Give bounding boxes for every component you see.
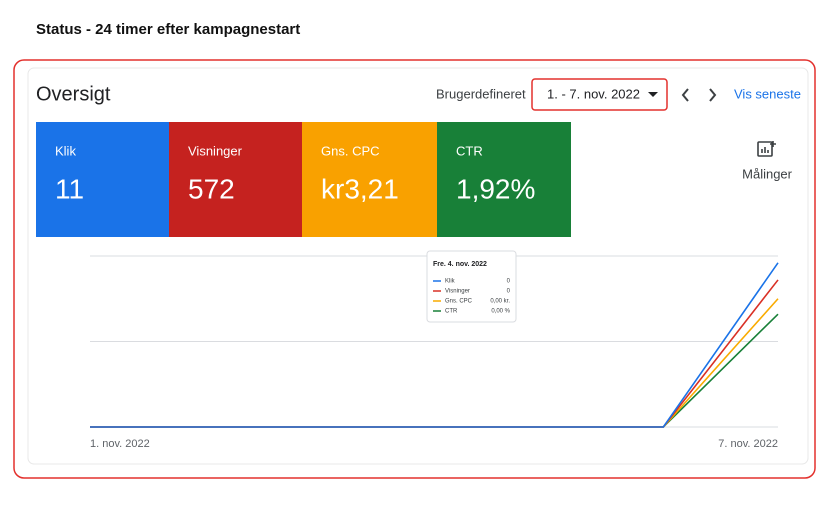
tooltip (426, 250, 517, 323)
metric-tile[interactable] (437, 122, 571, 237)
metric-tile[interactable] (302, 122, 437, 237)
metric-label: Klik (55, 143, 76, 158)
tooltip-value: 0,00 kr. (490, 299, 510, 305)
tooltip-name: CTR (445, 309, 458, 315)
dropdown-arrow (648, 92, 658, 97)
metric-label: Visninger (188, 143, 243, 158)
date-dropdown[interactable] (531, 78, 668, 111)
heading: Status - 24 timer efter kampagnestart (36, 21, 300, 38)
metric-value: 11 (55, 173, 84, 204)
x-tick-label: 7. nov. 2022 (718, 438, 778, 450)
metric-value: kr3,21 (321, 173, 399, 204)
tooltip-name: Gns. CPC (445, 299, 473, 305)
metric-value: 1,92% (456, 173, 535, 204)
tooltip-name: Visninger (445, 289, 470, 295)
range-label: Brugerdefineret (436, 86, 526, 101)
x-tick-label: 1. nov. 2022 (90, 438, 150, 450)
link[interactable]: Vis seneste (734, 86, 801, 101)
metrics-button-label[interactable]: Målinger (742, 166, 793, 181)
metric-label: Gns. CPC (321, 143, 380, 158)
panel-title: Oversigt (36, 83, 111, 105)
next-button[interactable] (709, 88, 717, 102)
metric-tile[interactable] (169, 122, 302, 237)
series-line (90, 262, 779, 428)
metric-label: CTR (456, 143, 483, 158)
tooltip-value: 0 (507, 289, 511, 295)
tooltip-title: Fre. 4. nov. 2022 (433, 261, 487, 268)
prev-button[interactable] (681, 88, 689, 102)
tooltip-value: 0,00 % (491, 309, 510, 315)
tooltip-name: Klik (445, 279, 456, 285)
date-range[interactable]: 1. - 7. nov. 2022 (547, 86, 640, 101)
metric-tile[interactable] (36, 122, 169, 237)
metrics-icon[interactable] (757, 141, 776, 157)
metric-value: 572 (188, 173, 235, 204)
tooltip-value: 0 (507, 279, 511, 285)
